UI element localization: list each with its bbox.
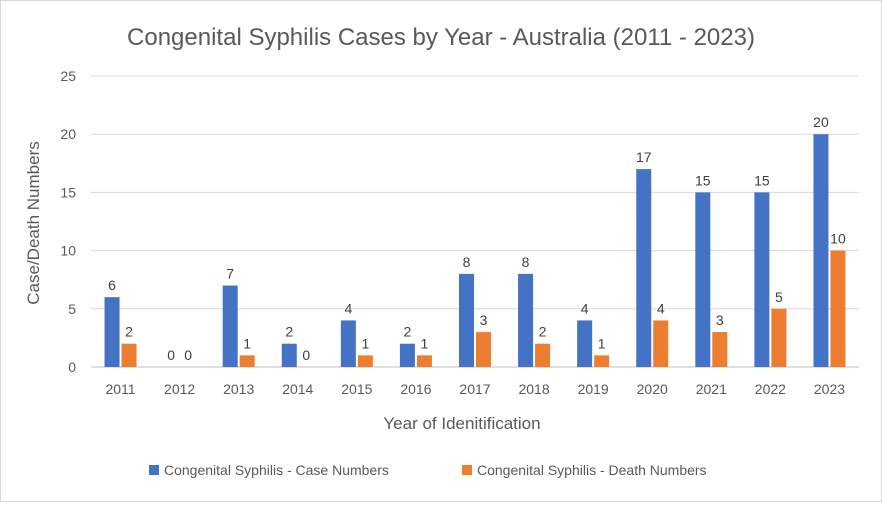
data-label-death-2023: 10 (830, 231, 846, 247)
data-label-death-2021: 3 (716, 312, 724, 328)
bar-case-2013 (222, 285, 238, 367)
bar-death-2018 (535, 343, 551, 367)
data-label-case-2017: 8 (463, 254, 471, 270)
bar-death-2013 (239, 355, 255, 367)
bar-death-2015 (357, 355, 373, 367)
gridlines (91, 75, 859, 368)
data-label-death-2022: 5 (775, 289, 783, 305)
data-label-death-2018: 2 (539, 324, 547, 340)
x-tick-label: 2011 (105, 381, 135, 397)
data-label-case-2016: 2 (404, 324, 412, 340)
data-label-case-2011: 6 (108, 277, 116, 293)
data-label-death-2016: 1 (421, 335, 429, 351)
data-label-case-2022: 15 (754, 172, 770, 188)
bar-death-2019 (594, 355, 610, 367)
legend-swatch-death-numbers (462, 465, 472, 475)
y-tick-label: 0 (68, 359, 76, 375)
data-label-case-2014: 2 (285, 324, 293, 340)
bar-case-2021 (695, 192, 711, 367)
data-label-death-2013: 1 (243, 335, 251, 351)
legend: Congenital Syphilis - Case Numbers Conge… (149, 462, 707, 478)
bar-death-2016 (416, 355, 432, 367)
bar-death-2020 (653, 320, 669, 367)
data-label-death-2012: 0 (184, 347, 192, 363)
bar-case-2014 (281, 343, 297, 367)
x-tick-label: 2019 (578, 381, 609, 397)
x-axis-title: Year of Idenitification (383, 414, 540, 433)
x-tick-label: 2023 (814, 381, 845, 397)
data-label-case-2020: 17 (636, 149, 652, 165)
data-label-case-2013: 7 (226, 266, 234, 282)
bar-death-2023 (830, 250, 846, 367)
data-label-case-2019: 4 (581, 300, 589, 316)
data-label-case-2015: 4 (344, 300, 352, 316)
y-tick-label: 10 (60, 243, 76, 259)
bar-case-2019 (577, 320, 593, 367)
data-label-death-2020: 4 (657, 300, 665, 316)
bar-death-2017 (476, 332, 491, 367)
bar-case-2023 (813, 134, 829, 367)
y-axis-title: Case/Death Numbers (24, 141, 43, 304)
x-tick-label: 2012 (164, 381, 195, 397)
bar-death-2021 (712, 332, 728, 367)
legend-label-death-numbers: Congenital Syphilis - Death Numbers (477, 462, 707, 478)
x-tick-label: 2016 (400, 381, 431, 397)
bar-case-2015 (340, 320, 356, 367)
legend-swatch-case-numbers (149, 465, 159, 475)
data-label-death-2014: 0 (302, 347, 310, 363)
x-tick-label: 2021 (696, 381, 727, 397)
y-tick-label: 5 (68, 301, 76, 317)
data-label-case-2012: 0 (167, 347, 175, 363)
x-axis-ticks: 2011 2012 2013 2014 2015 2016 2017 2018 2019 2020… (105, 381, 845, 397)
x-tick-label: 2013 (223, 381, 254, 397)
y-tick-label: 15 (60, 184, 76, 200)
chart-title: Congenital Syphilis Cases by Year - Aust… (127, 24, 755, 51)
x-tick-label: 2020 (637, 381, 668, 397)
bar-case-2022 (754, 192, 770, 367)
x-tick-label: 2018 (518, 381, 549, 397)
bar-case-2018 (518, 273, 534, 367)
data-label-death-2019: 1 (598, 335, 606, 351)
data-label-case-2021: 15 (695, 172, 711, 188)
x-tick-label: 2015 (341, 381, 372, 397)
y-tick-label: 20 (60, 126, 76, 142)
data-label-death-2011: 2 (125, 324, 133, 340)
y-tick-label: 25 (60, 68, 76, 84)
legend-label-case-numbers: Congenital Syphilis - Case Numbers (164, 462, 389, 478)
bar-death-2022 (771, 308, 787, 367)
data-label-death-2017: 3 (480, 312, 488, 328)
bar-case-2020 (636, 169, 652, 367)
x-tick-label: 2014 (282, 381, 313, 397)
bar-case-2011 (104, 297, 120, 367)
x-tick-label: 2022 (755, 381, 786, 397)
bar-case-2016 (399, 343, 415, 367)
data-label-death-2015: 1 (361, 335, 369, 351)
bar-case-2017 (459, 273, 474, 367)
bar-death-2011 (121, 343, 137, 367)
data-label-case-2023: 20 (813, 114, 829, 130)
bars (104, 134, 846, 367)
x-tick-label: 2017 (459, 381, 490, 397)
y-axis-ticks: 0 5 10 15 20 25 (60, 68, 76, 375)
data-label-case-2018: 8 (522, 254, 530, 270)
